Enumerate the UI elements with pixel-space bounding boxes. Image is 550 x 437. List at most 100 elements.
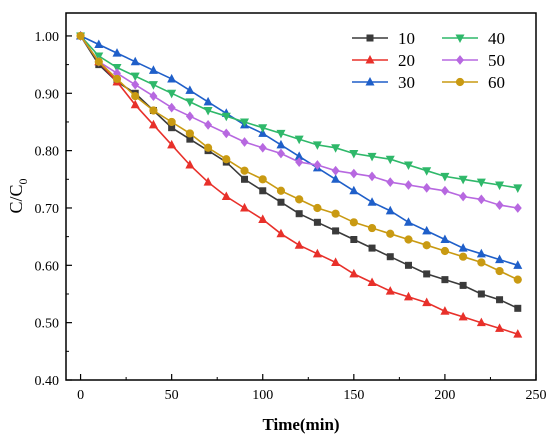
data-point <box>277 198 285 206</box>
data-point <box>331 165 340 176</box>
data-point <box>513 203 522 213</box>
legend-item-40: 40 <box>442 29 505 48</box>
data-point <box>367 152 377 162</box>
data-point <box>221 191 231 200</box>
data-point <box>495 181 505 191</box>
y-tick-label: 0.50 <box>35 317 60 332</box>
data-point <box>458 243 468 252</box>
data-point <box>148 65 158 74</box>
data-point <box>385 205 395 215</box>
y-axis-label-main: C/C <box>6 184 26 213</box>
data-point <box>476 317 486 327</box>
data-point <box>367 197 377 206</box>
data-point <box>240 166 249 175</box>
x-tick-label: 50 <box>165 388 179 403</box>
data-point <box>513 329 523 338</box>
data-point <box>130 99 140 109</box>
legend-label: 40 <box>488 29 505 48</box>
data-point <box>240 202 250 212</box>
data-point <box>185 85 195 94</box>
data-point <box>221 112 231 122</box>
data-point <box>331 144 341 153</box>
data-point <box>185 129 194 138</box>
data-point <box>203 106 213 116</box>
data-point <box>459 281 467 289</box>
data-point <box>331 257 341 266</box>
data-point <box>403 217 413 226</box>
data-point <box>203 177 213 186</box>
data-point <box>404 180 413 190</box>
data-point <box>496 296 504 304</box>
data-point <box>276 129 286 139</box>
data-point <box>167 73 177 83</box>
x-axis-ticks: 0 50 100 150 200 250 <box>77 374 547 403</box>
series-layer <box>76 30 523 338</box>
data-point <box>349 268 359 278</box>
data-point <box>440 234 450 244</box>
data-point <box>365 54 375 64</box>
y-tick-label: 0.80 <box>35 145 60 160</box>
data-point <box>422 297 432 307</box>
data-point <box>167 102 176 113</box>
data-point <box>204 119 213 130</box>
x-tick-label: 0 <box>77 388 84 403</box>
data-point <box>386 253 394 261</box>
data-point <box>366 34 374 42</box>
data-point <box>477 290 485 298</box>
data-point <box>222 155 231 164</box>
data-point <box>203 143 213 152</box>
data-point <box>131 92 140 101</box>
data-point <box>149 91 158 102</box>
data-point <box>386 177 395 188</box>
data-point <box>495 323 505 332</box>
y-axis-ticks: 0.40 0.50 0.60 0.70 0.80 0.90 1.00 <box>35 30 72 389</box>
data-point <box>349 185 359 195</box>
y-axis-label: C/C0 <box>6 178 30 213</box>
data-point <box>276 186 286 195</box>
data-point <box>332 227 340 235</box>
data-point <box>294 240 304 249</box>
data-point <box>185 98 195 107</box>
legend-item-10: 10 <box>352 29 415 48</box>
data-point <box>167 139 177 149</box>
data-point <box>365 76 375 86</box>
data-point <box>112 74 122 84</box>
data-point <box>459 191 468 202</box>
data-point <box>258 214 268 223</box>
data-point <box>241 175 249 183</box>
data-point <box>422 241 431 250</box>
data-point <box>403 291 413 301</box>
data-point <box>513 184 523 193</box>
data-point <box>94 52 104 62</box>
series-10 <box>77 32 522 312</box>
data-point <box>440 185 449 196</box>
data-point <box>76 31 85 41</box>
legend-item-20: 20 <box>352 51 415 70</box>
data-point <box>94 39 104 49</box>
data-point <box>313 160 322 170</box>
series-40 <box>76 32 523 193</box>
data-point <box>240 118 250 127</box>
data-point <box>368 171 377 182</box>
legend-label: 10 <box>398 29 415 48</box>
data-point <box>422 225 432 235</box>
data-point <box>455 34 465 44</box>
data-point <box>130 72 140 82</box>
data-point <box>312 141 322 150</box>
data-point <box>167 89 177 99</box>
data-point <box>349 168 358 179</box>
data-point <box>441 276 449 284</box>
data-point <box>367 223 377 233</box>
data-point <box>130 56 140 66</box>
data-point <box>440 246 450 256</box>
data-point <box>422 167 432 176</box>
data-point <box>476 248 486 258</box>
data-point <box>440 306 450 315</box>
data-point <box>112 63 122 73</box>
data-point <box>295 195 304 204</box>
data-point <box>456 55 464 65</box>
data-point <box>276 228 286 238</box>
legend-item-30: 30 <box>352 73 415 92</box>
data-point <box>203 96 213 106</box>
